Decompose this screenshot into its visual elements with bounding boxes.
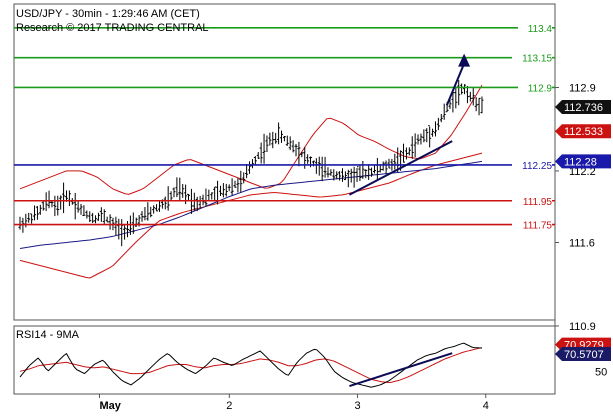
price-candles	[18, 80, 484, 247]
chart-title: USD/JPY - 30min - 1:29:46 AM (CET)	[16, 8, 200, 20]
rsi-panel-title: RSI14 - 9MA	[16, 329, 80, 341]
level-label-support: 111.75	[523, 221, 553, 232]
level-label-resistance: 113.4	[528, 24, 553, 35]
price-axis-tick-label: 111.6	[569, 237, 595, 249]
forecast-arrow-head	[458, 53, 471, 67]
price-axis-tick-label: 112.9	[569, 82, 596, 94]
rsi-trendline	[349, 352, 453, 388]
main-plot-frame	[13, 3, 556, 321]
level-label-background	[518, 81, 552, 94]
time-axis-tick-label: 2	[226, 400, 232, 412]
rsi-plot-frame	[13, 325, 556, 395]
moving-average-line	[19, 160, 483, 249]
forecast-arrow-shaft	[445, 63, 466, 106]
level-label-background	[512, 51, 552, 64]
price-badge-red-background	[555, 124, 611, 139]
level-label-background	[512, 194, 552, 207]
price-axis-tick-label: 112.2	[569, 166, 596, 178]
time-axis-tick-label: 4	[483, 400, 489, 412]
time-axis-tick-label: 3	[354, 400, 360, 412]
level-label-background	[512, 158, 552, 171]
rsi-badge-navy-background	[555, 347, 611, 362]
price-badge-red: 112.533	[564, 126, 603, 138]
rsi-badge-navy: 70.5707	[564, 349, 604, 361]
rsi-ma-line	[19, 347, 483, 384]
price-badge-black-background	[555, 100, 611, 115]
price-axis-tick-label: 110.9	[569, 321, 596, 333]
bollinger-upper-line	[19, 84, 483, 195]
level-label-background	[518, 21, 552, 34]
level-label-background	[512, 218, 552, 231]
price-badge-blue: 112.28	[564, 156, 597, 168]
time-axis-tick-label: May	[99, 400, 121, 412]
chart-copyright: Research © 2017 TRADING CENTRAL	[16, 22, 209, 34]
level-label-pivot: 112.25	[522, 161, 552, 172]
level-label-support: 111.95	[523, 197, 553, 208]
rsi-axis-tick-label: 50	[595, 366, 607, 378]
level-label-resistance: 113.15	[522, 54, 552, 65]
price-badge-black: 112.736	[564, 102, 603, 114]
price-badge-blue-background	[555, 154, 611, 169]
support-trendline	[348, 140, 453, 196]
bollinger-lower-line	[19, 152, 483, 279]
level-label-resistance: 112.9	[528, 83, 553, 94]
